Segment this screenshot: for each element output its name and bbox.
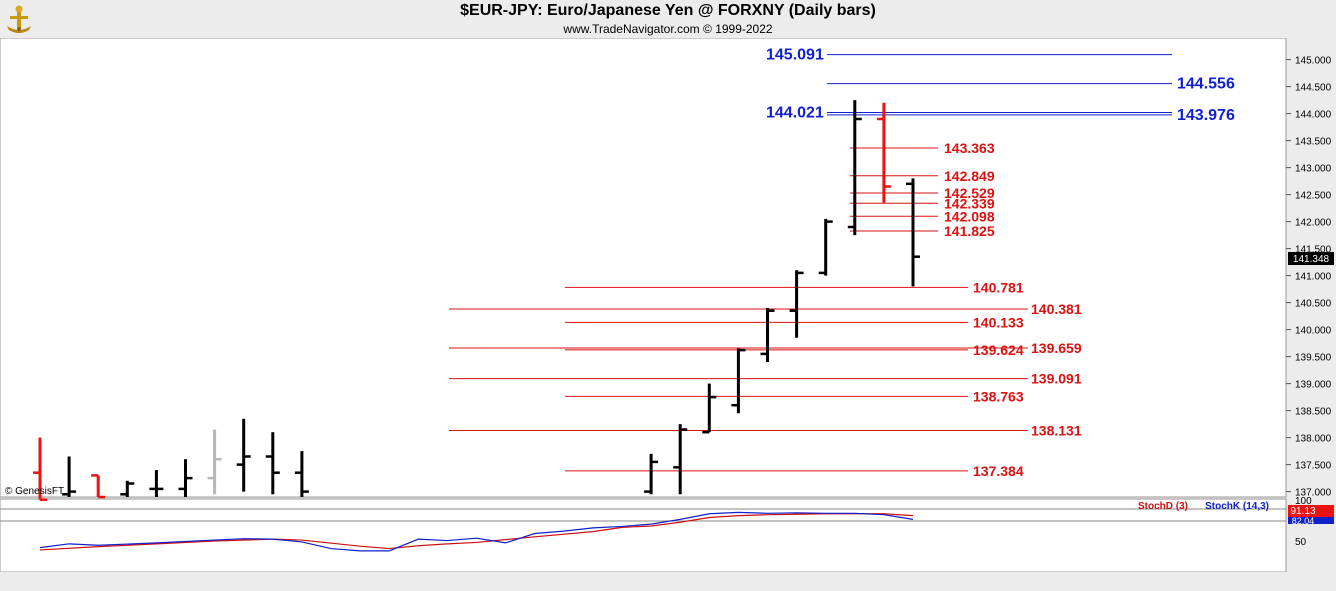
ohlc-bar — [265, 432, 280, 495]
ohlc-bar — [760, 308, 775, 362]
price-tick-label: 140.000 — [1295, 326, 1332, 337]
price-tick-label: 140.500 — [1295, 299, 1332, 310]
price-plot-area — [0, 38, 1287, 498]
price-tick-label: 139.500 — [1295, 353, 1332, 364]
ohlc-bar — [644, 453, 659, 495]
level-label: 142.098 — [944, 208, 995, 224]
ohlc-bar — [178, 459, 193, 497]
ohlc-bar — [847, 100, 862, 236]
price-tick-label: 139.000 — [1295, 380, 1332, 391]
chart-title: $EUR-JPY: Euro/Japanese Yen @ FORXNY (Da… — [460, 2, 876, 19]
level-label: 138.763 — [973, 388, 1024, 404]
ohlc-bar — [236, 418, 251, 492]
level-label: 144.556 — [1177, 76, 1235, 93]
chart-subtitle: www.TradeNavigator.com © 1999-2022 — [563, 22, 773, 36]
stoch-tick-label: 100 — [1295, 496, 1312, 507]
ohlc-bar — [789, 270, 804, 338]
level-label: 142.849 — [944, 168, 995, 184]
price-tick-label: 142.000 — [1295, 218, 1332, 229]
level-label: 143.363 — [944, 140, 995, 156]
ohlc-bar — [33, 437, 47, 501]
level-label: 143.976 — [1177, 107, 1235, 124]
chart-header: $EUR-JPY: Euro/Japanese Yen @ FORXNY (Da… — [0, 0, 1336, 38]
level-label: 142.529 — [944, 185, 995, 201]
price-axis: 137.000 137.500 138.000 138.500 139.000 139.5… — [1286, 56, 1332, 499]
level-label: 140.381 — [1031, 301, 1082, 317]
level-label: 142.339 — [944, 195, 995, 211]
stochK-legend: StochK (14,3) — [1205, 501, 1269, 512]
level-label: 140.781 — [973, 279, 1024, 295]
level-label: 139.659 — [1031, 340, 1082, 356]
price-tick-label: 144.500 — [1295, 83, 1332, 94]
level-label: 137.384 — [973, 463, 1024, 479]
ohlc-bar — [818, 218, 833, 276]
ohlc-bar — [876, 102, 891, 203]
price-tick-label: 145.000 — [1295, 56, 1332, 67]
ohlc-bar — [207, 429, 222, 495]
ohlc-bar — [294, 451, 309, 497]
stochastic-plot-area — [0, 498, 1287, 572]
ohlc-bar — [149, 470, 164, 497]
stochK-last-label: 82.04 — [1292, 516, 1315, 526]
ohlc-bar — [62, 456, 77, 497]
price-tick-label: 137.500 — [1295, 461, 1332, 472]
ohlc-bars — [33, 100, 920, 501]
price-tick-label: 141.000 — [1295, 272, 1332, 283]
price-tick-label: 138.000 — [1295, 434, 1332, 445]
price-tick-label: 137.000 — [1295, 488, 1332, 499]
price-tick-label: 144.000 — [1295, 110, 1332, 121]
stochastic-panel: 100 50 — [0, 496, 1312, 552]
level-label: 139.091 — [1031, 371, 1082, 387]
price-tick-label: 141.500 — [1295, 245, 1332, 256]
watermark: © GenesisFT — [5, 486, 64, 497]
level-lines: 145.091 144.556 144.021 143.976 143.363 142.8… — [449, 47, 1235, 479]
ohlc-chart: 137.000 137.500 138.000 138.500 139.000 139.5… — [0, 38, 1334, 572]
level-label: 144.021 — [766, 104, 824, 121]
stochD-last-label: 91.13 — [1290, 506, 1315, 517]
level-label: 141.825 — [944, 223, 995, 239]
level-label: 139.624 — [973, 342, 1024, 358]
trade-navigator-logo-icon — [4, 4, 34, 34]
level-label: 138.131 — [1031, 423, 1082, 439]
ohlc-bar — [91, 474, 106, 499]
ohlc-bar — [906, 178, 920, 287]
price-tick-label: 138.500 — [1295, 407, 1332, 418]
price-tick-label: 143.000 — [1295, 164, 1332, 175]
last-price-label: 141.348 — [1293, 254, 1330, 265]
stochD-legend: StochD (3) — [1138, 501, 1188, 512]
stoch-last-markers: 91.13 82.04 — [1288, 505, 1334, 526]
ohlc-bar — [673, 424, 688, 495]
ohlc-bar — [702, 383, 717, 434]
ohlc-bar — [731, 348, 746, 414]
price-tick-label: 142.500 — [1295, 191, 1332, 202]
last-price-marker: 141.348 — [1288, 252, 1334, 265]
price-tick-label: 143.500 — [1295, 137, 1332, 148]
level-label: 140.133 — [973, 314, 1024, 330]
stoch-tick-label: 50 — [1295, 537, 1307, 548]
ohlc-bar — [120, 480, 135, 497]
stochK-line — [39, 511, 914, 552]
level-label: 145.091 — [766, 47, 824, 64]
